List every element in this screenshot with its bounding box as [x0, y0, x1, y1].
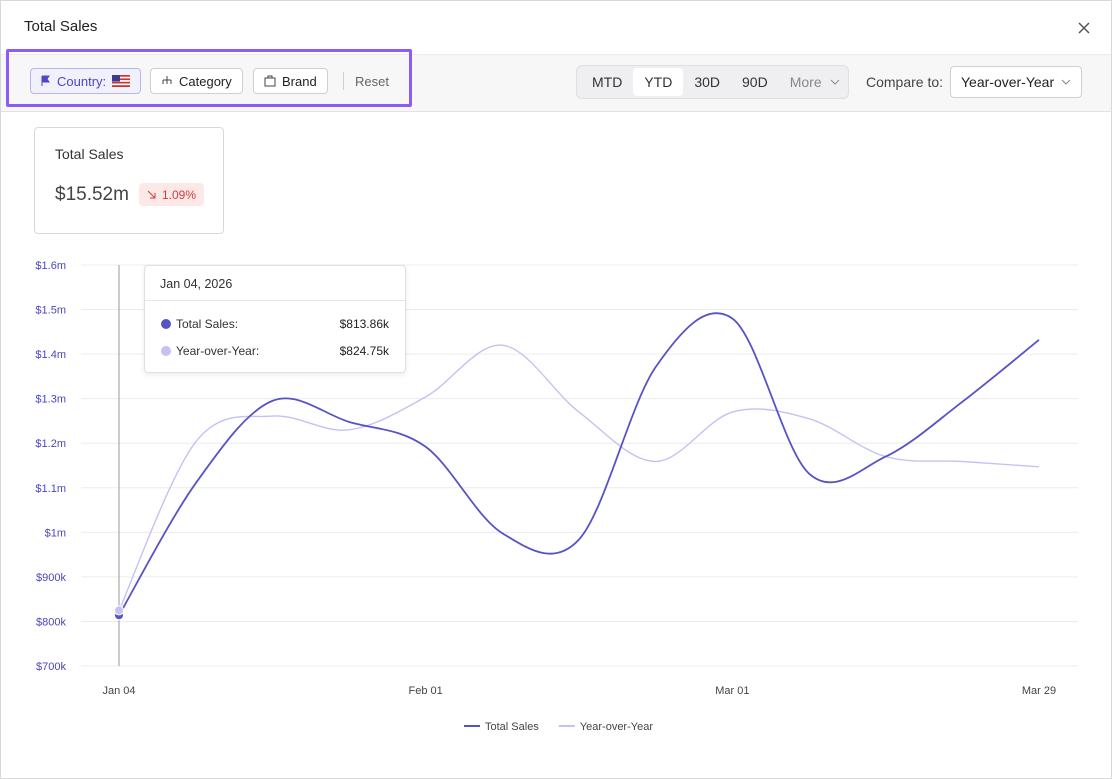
tooltip-value: $824.75k: [339, 344, 389, 358]
y-tick-label: $800k: [36, 616, 66, 628]
active-point: [114, 605, 124, 616]
brand-filter[interactable]: Brand: [253, 68, 328, 94]
tooltip-dot: [161, 346, 171, 356]
y-tick-label: $1.3m: [35, 394, 66, 406]
category-icon: [162, 76, 172, 84]
legend-label: Year-over-Year: [580, 721, 654, 733]
chevron: [1061, 79, 1071, 85]
period-option[interactable]: MTD: [592, 74, 623, 90]
y-tick-label: $1.5m: [35, 305, 66, 317]
change-value: 1.09%: [162, 187, 197, 202]
tooltip: Jan 04, 2026 Total Sales: $813.86k Year-ov…: [144, 265, 406, 373]
highlight: [6, 49, 412, 107]
close-button[interactable]: [1077, 21, 1091, 35]
tooltip-value: $813.86k: [339, 317, 389, 331]
modal-title: Total Sales: [24, 18, 98, 35]
compare-dropdown[interactable]: Year-over-Year: [950, 66, 1082, 98]
legend-label: Total Sales: [485, 721, 539, 733]
chevron: [830, 79, 839, 85]
flag-icon: [41, 75, 50, 86]
tooltip-title: Jan 04, 2026: [160, 277, 233, 291]
kpi-title: Total Sales: [55, 146, 124, 162]
reset-button[interactable]: Reset: [355, 74, 389, 89]
y-tick-label: $1.6m: [35, 260, 66, 272]
divider: [343, 72, 344, 90]
tooltip-label: Year-over-Year:: [176, 344, 260, 358]
kpi-card: Total Sales $15.52m 1.09%: [34, 127, 224, 234]
period-option[interactable]: 90D: [742, 74, 768, 90]
tooltip-label: Total Sales:: [176, 317, 239, 331]
x-tick-label: Jan 04: [102, 685, 135, 697]
period-option[interactable]: More: [779, 68, 851, 96]
down-arrow: [147, 190, 156, 199]
divider: [145, 300, 405, 301]
x-tick-label: Feb 01: [409, 685, 443, 697]
y-tick-label: $700k: [36, 661, 66, 673]
y-tick-label: $900k: [36, 572, 66, 584]
compare-label: Compare to:: [866, 74, 944, 90]
series-line: [118, 312, 1040, 616]
y-tick-label: $1.1m: [35, 483, 66, 495]
category-filter[interactable]: Category: [150, 68, 243, 94]
period-option[interactable]: 30D: [694, 74, 721, 90]
country-filter[interactable]: Country:: [30, 68, 142, 94]
series-line: [118, 344, 1040, 611]
x-tick-label: Mar 01: [715, 685, 749, 697]
kpi-change: 1.09%: [139, 183, 205, 206]
dropdown-value: Year-over-Year: [961, 74, 1055, 90]
y-tick-label: $1.4m: [35, 349, 66, 361]
brand-icon: [264, 75, 276, 87]
filter-label: Category: [179, 73, 232, 89]
kpi-value: $15.52m: [55, 184, 129, 205]
y-tick-label: $1.2m: [35, 438, 66, 450]
y-tick-label: $1m: [45, 527, 66, 539]
filter-label: Brand: [282, 73, 317, 89]
filter-label: Country:: [57, 73, 107, 89]
tooltip-dot: [161, 319, 171, 329]
us-flag: [112, 75, 131, 87]
x-tick-label: Mar 29: [1022, 685, 1056, 697]
period-selector: MTD YTD 30D 90D More: [576, 65, 849, 99]
period-option[interactable]: YTD: [633, 68, 684, 96]
